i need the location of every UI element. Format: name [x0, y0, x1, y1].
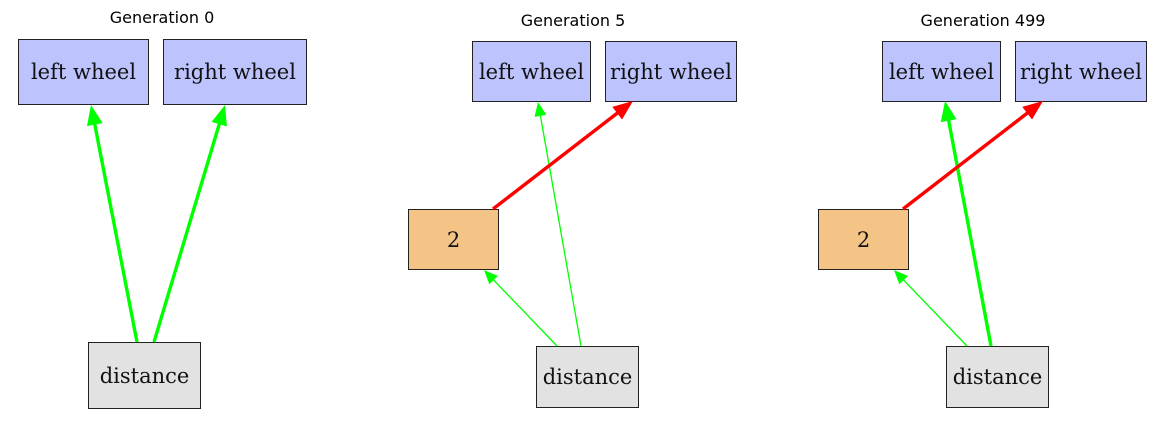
panel-title-generation-0: Generation 0	[109, 8, 215, 27]
arrowhead-icon	[86, 105, 103, 127]
node-left-wheel: left wheel	[882, 41, 1001, 102]
node-distance: distance	[946, 346, 1049, 408]
arrowhead-icon	[940, 101, 957, 123]
node-hidden-2: 2	[408, 209, 499, 270]
panel-title-generation-499: Generation 499	[920, 11, 1046, 30]
arrowhead-icon	[211, 105, 227, 127]
edge-distance-to-right-wheel	[152, 121, 222, 343]
node-left-wheel: left wheel	[472, 41, 591, 102]
edge-2-to-right-wheel	[901, 110, 1030, 211]
node-distance: distance	[88, 342, 201, 409]
node-right-wheel: right wheel	[605, 41, 737, 102]
edge-distance-to-left-wheel	[92, 122, 139, 343]
edge-distance-to-2	[491, 278, 558, 347]
node-distance: distance	[536, 346, 639, 408]
node-right-wheel: right wheel	[1015, 41, 1147, 102]
node-hidden-2: 2	[818, 209, 909, 270]
arrowhead-icon	[894, 270, 909, 285]
edge-distance-to-left-wheel	[946, 118, 993, 347]
edge-distance-to-left-wheel	[539, 113, 582, 347]
arrowhead-icon	[612, 101, 633, 120]
node-left-wheel: left wheel	[18, 39, 149, 105]
arrowhead-icon	[534, 102, 547, 117]
node-right-wheel: right wheel	[163, 39, 307, 105]
arrowhead-icon	[1022, 101, 1043, 120]
arrowhead-icon	[484, 270, 499, 285]
edge-distance-to-2	[901, 278, 968, 347]
edge-2-to-right-wheel	[491, 110, 620, 211]
panel-title-generation-5: Generation 5	[520, 11, 626, 30]
